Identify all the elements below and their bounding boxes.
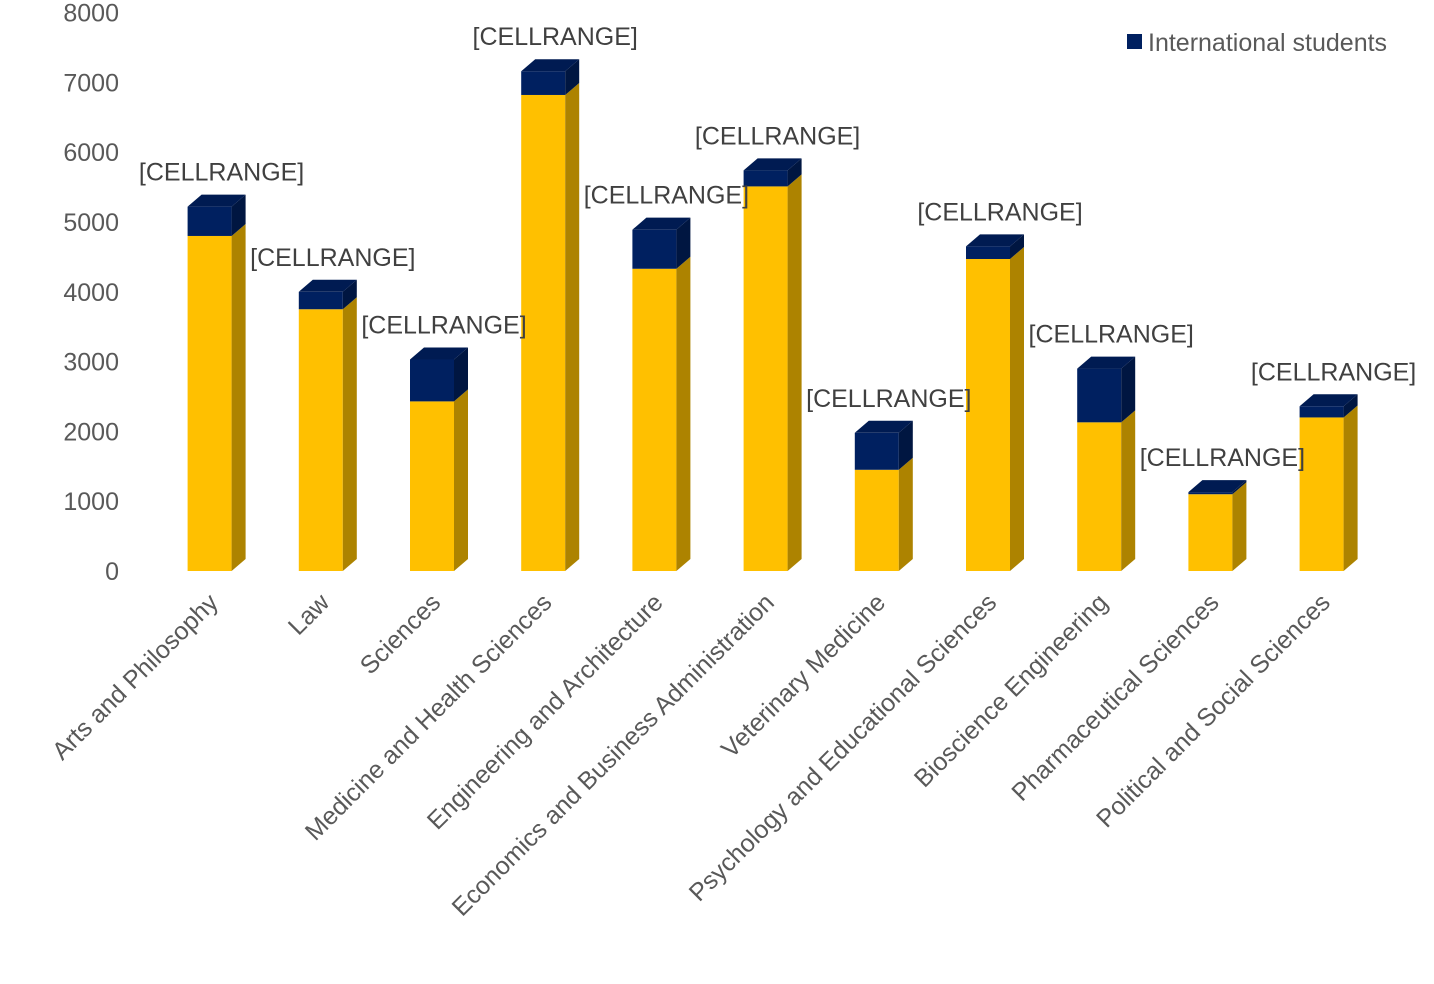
bar-segment-side [1010,234,1024,259]
bar-segment-side [454,347,468,402]
bar-segment-side [565,59,580,95]
bar-segment-front [1188,492,1233,495]
bar-segment-front [1299,417,1344,571]
legend-label-international-students: International students [1148,29,1387,57]
bar-segment-front [632,229,677,269]
bars [187,59,1358,572]
bar-segment-front [187,235,232,571]
bar-segment-front [1188,494,1233,571]
data-label: [CELLRANGE] [139,159,304,187]
bar-segment-side [787,158,802,187]
bar-segment-front [854,432,899,470]
bar-segment-side [1343,405,1358,571]
bar-segment-side [565,82,580,572]
legend-swatch-international-students [1127,34,1142,49]
bar-segment-side [231,223,246,571]
bar-segment-side [1232,482,1247,571]
bar-segment-front [966,258,1010,571]
bar-segment-front [632,268,677,571]
y-tick-label: 4000 [63,279,119,307]
data-label: [CELLRANGE] [695,122,860,150]
y-tick-label: 0 [105,558,119,586]
bar-segment-side [1121,410,1136,571]
data-label: [CELLRANGE] [250,244,415,272]
bar-segment-side [676,217,691,269]
bar-segment-front [1077,422,1122,571]
y-tick-label: 5000 [63,209,119,237]
y-tick-label: 8000 [63,0,119,28]
bar-top-face [743,158,802,171]
y-tick-label: 3000 [63,349,119,377]
bar-segment-side [231,194,246,236]
bar-segment-side [898,457,913,571]
bar-segment-side [454,389,468,571]
y-axis: 0 1000 2000 3000 4000 5000 6000 7000 8000 [63,0,119,586]
bar-top-face [854,420,913,433]
bar-segment-side [342,297,357,571]
bar-segment-front [966,246,1010,259]
x-category-label: Political and Social Sciences [1091,588,1336,833]
x-category-label: Law [283,588,336,641]
bar-segment-front [187,206,232,236]
bar-segment-front [1077,368,1122,423]
bar-segment-front [1299,406,1344,418]
bar-segment-front [298,309,343,571]
x-category-label: Bioscience Engineering [909,588,1114,793]
bar-top-face [966,234,1024,247]
data-label: [CELLRANGE] [1140,444,1305,472]
x-category-label: Sciences [355,588,447,680]
bar-top-face [632,217,691,230]
bar-top-face [298,279,357,292]
legend: International students [1127,29,1387,57]
bar-top-face [521,59,580,72]
bar-top-face [187,194,246,207]
bar-top-face [1188,480,1247,493]
bar-segment-side [898,420,913,470]
bar-top-face [410,347,468,360]
bar-segment-front [410,359,454,402]
data-label: [CELLRANGE] [1251,358,1416,386]
bar-segment-side [1121,356,1136,423]
bar-segment-front [298,291,343,310]
bar-segment-front [743,186,788,572]
data-label: [CELLRANGE] [473,23,638,51]
y-tick-label: 6000 [63,139,119,167]
y-tick-label: 1000 [63,488,119,516]
bar-top-face [1077,356,1136,369]
data-label: [CELLRANGE] [917,198,1082,226]
bar-segment-front [410,401,454,571]
bar-segment-front [521,71,566,95]
x-category-label: Arts and Philosophy [47,588,224,765]
bar-segment-side [1343,394,1358,418]
bar-segment-side [1010,246,1024,571]
x-category-label: Pharmaceutical Sciences [1006,588,1224,806]
data-label: [CELLRANGE] [584,182,749,210]
data-label: [CELLRANGE] [806,385,971,413]
data-label: [CELLRANGE] [1029,321,1194,349]
bar-segment-side [342,279,357,310]
bar-segment-side [676,256,691,571]
data-labels: [CELLRANGE] [CELLRANGE] [CELLRANGE] [CELLRA… [139,23,1416,472]
y-tick-label: 2000 [63,418,119,446]
y-tick-label: 7000 [63,69,119,97]
bar-segment-side [787,174,802,572]
bar-segment-side [1232,480,1247,495]
x-category-label: Engineering and Architecture [422,588,669,835]
bar-top-face [1299,394,1358,407]
bar-segment-front [521,94,566,572]
data-label: [CELLRANGE] [361,312,526,340]
bar-segment-front [743,170,788,187]
bar-segment-front [854,469,899,571]
